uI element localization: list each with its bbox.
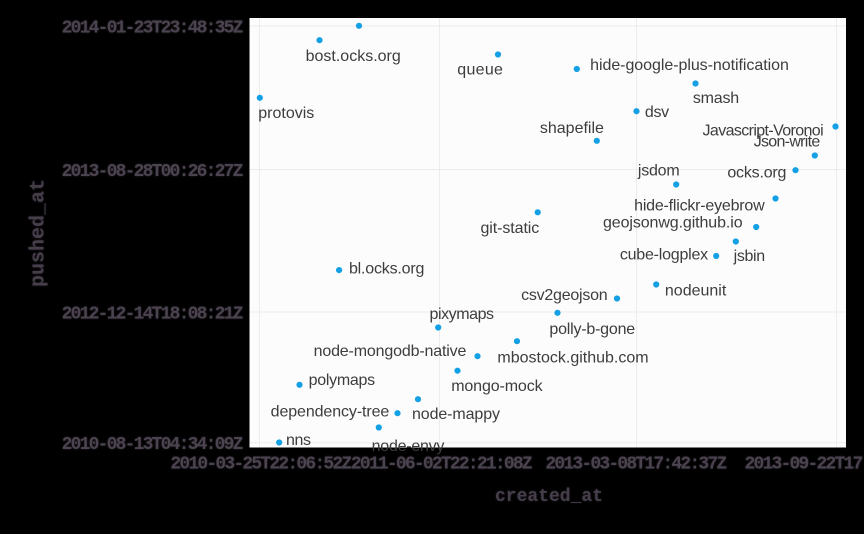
svg-text:Javascript-Voronoi: Javascript-Voronoi (703, 123, 824, 140)
svg-text:2013-08-28T00:26:27Z: 2013-08-28T00:26:27Z (62, 162, 243, 182)
svg-text:cube-logplex: cube-logplex (620, 247, 708, 264)
svg-text:2010-03-25T22:06:52Z: 2010-03-25T22:06:52Z (170, 455, 351, 475)
svg-text:Json-write: Json-write (754, 134, 821, 151)
svg-text:2013-09-22T17:46:25Z: 2013-09-22T17:46:25Z (744, 455, 864, 475)
svg-text:nodeunit: nodeunit (665, 283, 727, 300)
svg-text:pushed_at: pushed_at (28, 179, 51, 287)
svg-text:2013-03-08T17:42:37Z: 2013-03-08T17:42:37Z (545, 455, 726, 475)
svg-text:polly-b-gone: polly-b-gone (549, 321, 635, 338)
svg-text:polymaps: polymaps (309, 372, 376, 389)
svg-text:hide-google-plus-notification: hide-google-plus-notification (590, 57, 789, 74)
svg-text:nns: nns (286, 432, 311, 449)
svg-text:mbostock.github.com: mbostock.github.com (497, 350, 648, 367)
svg-text:mongo-mock: mongo-mock (451, 378, 543, 395)
svg-text:node-envy: node-envy (372, 438, 445, 455)
svg-text:ocks.org: ocks.org (727, 165, 786, 182)
svg-text:dsv: dsv (645, 104, 669, 121)
svg-text:smash: smash (693, 90, 739, 107)
svg-text:2012-12-14T18:08:21Z: 2012-12-14T18:08:21Z (62, 304, 243, 324)
svg-text:bost.ocks.org: bost.ocks.org (306, 48, 401, 65)
svg-text:shapefile: shapefile (540, 120, 604, 137)
svg-text:geojsonwg.github.io: geojsonwg.github.io (603, 215, 743, 232)
svg-text:hide-flickr-eyebrow: hide-flickr-eyebrow (634, 198, 765, 215)
svg-text:jsdom: jsdom (637, 163, 680, 180)
svg-text:dependency-tree: dependency-tree (271, 403, 390, 420)
svg-text:2014-01-23T23:48:35Z: 2014-01-23T23:48:35Z (62, 18, 243, 38)
svg-text:bl.ocks.org: bl.ocks.org (349, 261, 424, 278)
svg-text:node-mappy: node-mappy (412, 406, 500, 423)
svg-text:csv2geojson: csv2geojson (521, 287, 607, 304)
svg-text:node-mongodb-native: node-mongodb-native (314, 343, 467, 360)
svg-text:created_at: created_at (495, 487, 603, 507)
svg-text:git-static: git-static (481, 220, 540, 237)
svg-text:2010-08-13T04:34:09Z: 2010-08-13T04:34:09Z (62, 435, 243, 455)
svg-text:2011-06-02T22:21:08Z: 2011-06-02T22:21:08Z (351, 455, 532, 475)
svg-text:protovis: protovis (258, 105, 314, 122)
svg-text:jsbin: jsbin (733, 248, 765, 265)
svg-text:pixymaps: pixymaps (430, 306, 494, 323)
svg-text:queue: queue (457, 62, 503, 79)
